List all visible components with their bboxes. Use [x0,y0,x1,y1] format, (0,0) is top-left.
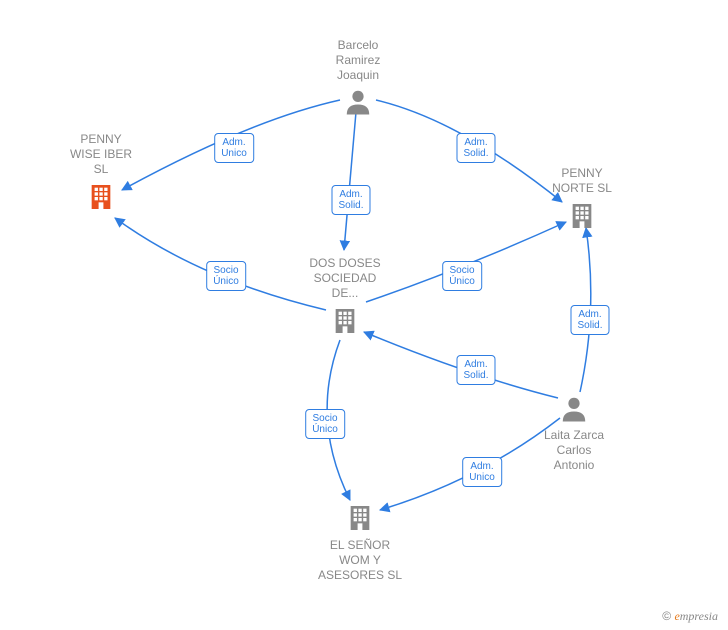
node-c_elsenor[interactable]: EL SEÑORWOM YASESORES SL [310,498,410,583]
edge-label-e7: Adm. Solid. [570,305,609,335]
person-icon [559,394,589,424]
node-c_pennynorte[interactable]: PENNYNORTE SL [532,166,632,236]
building-icon [566,200,598,232]
edge-label-e1: Adm. Unico [214,133,254,163]
node-p_barcelo[interactable]: BarceloRamirezJoaquin [308,38,408,121]
node-label-line: DE... [295,286,395,301]
edge-label-e8: Adm. Solid. [456,355,495,385]
edge-label-e2: Adm. Solid. [331,185,370,215]
edge-label-e4: Socio Único [206,261,246,291]
node-label-line: Barcelo [308,38,408,53]
node-label-line: WOM Y [310,553,410,568]
node-label-line: Laita Zarca [524,428,624,443]
diagram-canvas: Adm. Unico Adm. Solid. Adm. Solid. Socio Ún… [0,0,728,630]
node-label-line: Antonio [524,458,624,473]
edge-label-e5: Socio Único [442,261,482,291]
node-label-line: Ramirez [308,53,408,68]
node-label-line: SOCIEDAD [295,271,395,286]
node-p_laita[interactable]: Laita ZarcaCarlosAntonio [524,390,624,473]
node-label-line: NORTE SL [532,181,632,196]
copyright-symbol: © [662,609,671,623]
node-c_pennywise[interactable]: PENNYWISE IBERSL [51,132,151,217]
edge-e2 [344,112,356,250]
node-c_dosdoses[interactable]: DOS DOSESSOCIEDADDE... [295,256,395,341]
edge-label-e6: Socio Único [305,409,345,439]
node-label-line: PENNY [532,166,632,181]
node-label-line: EL SEÑOR [310,538,410,553]
node-label-line: Carlos [524,443,624,458]
building-icon [344,502,376,534]
person-icon [343,87,373,117]
node-label-line: SL [51,162,151,177]
brand-rest: mpresia [680,609,718,623]
building-icon [329,305,361,337]
copyright: © empresia [662,609,718,624]
node-label-line: Joaquin [308,68,408,83]
node-label-line: DOS DOSES [295,256,395,271]
edge-label-e9: Adm. Unico [462,457,502,487]
node-label-line: ASESORES SL [310,568,410,583]
edge-label-e3: Adm. Solid. [456,133,495,163]
node-label-line: WISE IBER [51,147,151,162]
node-label-line: PENNY [51,132,151,147]
building-icon [85,181,117,213]
